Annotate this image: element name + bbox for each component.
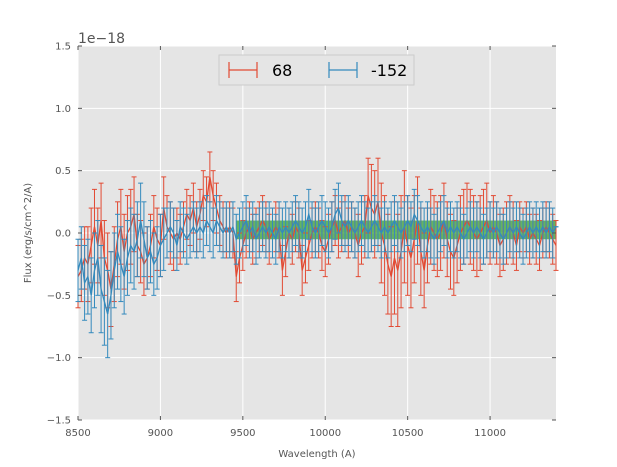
y-offset-label: 1e−18 [78,31,125,47]
y-axis-label: Flux (erg/s/cm^2/A) [23,183,34,283]
flux-band [236,220,556,240]
y-axis-ticks: −1.5 −1.0 −0.5 0.0 0.5 1.0 1.5 [47,42,556,427]
x-tick-label: 10000 [309,428,341,439]
legend-marker-68 [228,62,258,78]
series-layer [75,151,559,359]
legend-label-68: 68 [272,61,292,80]
x-tick-label: 11000 [474,428,506,439]
y-tick-label: 1.5 [55,42,71,53]
flux-bands [236,220,556,240]
series-152 [75,182,559,359]
x-tick-label: 9000 [148,428,173,439]
y-tick-label: 1.0 [55,104,71,115]
legend-label-152: -152 [371,61,407,80]
y-tick-label: 0.0 [55,229,71,240]
legend-marker-152 [328,62,358,78]
x-tick-label: 9500 [230,428,255,439]
x-tick-label: 10500 [392,428,424,439]
y-tick-label: −0.5 [47,291,71,302]
y-tick-label: 0.5 [55,166,71,177]
series-line [77,206,557,315]
y-tick-label: −1.5 [47,416,71,427]
x-axis-ticks: 8500 9000 9500 10000 10500 11000 [65,46,506,439]
x-tick-label: 8500 [65,428,90,439]
legend: 68 -152 [218,54,415,86]
x-axis-label: Wavelength (A) [278,449,355,460]
y-tick-label: −1.0 [47,353,71,364]
